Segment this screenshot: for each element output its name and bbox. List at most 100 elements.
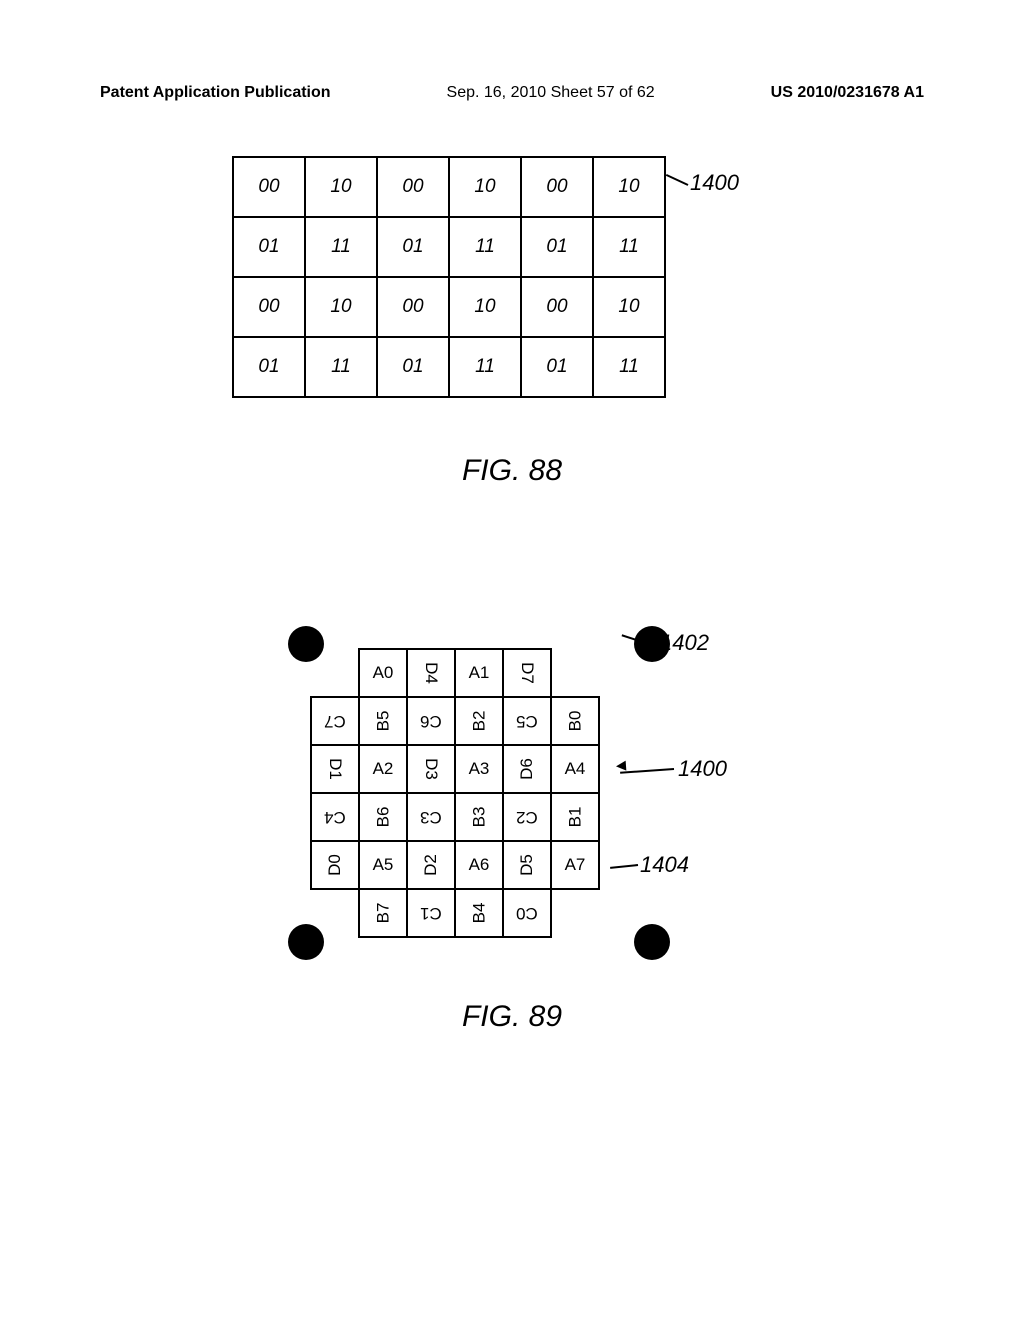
cell: C5 [503, 697, 551, 745]
cell: 01 [377, 217, 449, 277]
corner-dot-icon [634, 924, 670, 960]
cell: B3 [455, 793, 503, 841]
cell-label: B2 [469, 711, 489, 732]
table-row: D1 A2 D3 A3 D6 A4 [311, 745, 599, 793]
cell [551, 889, 599, 937]
cell: 01 [233, 337, 305, 397]
cell: C4 [311, 793, 359, 841]
cell: C7 [311, 697, 359, 745]
cell: 11 [449, 217, 521, 277]
cell: A3 [455, 745, 503, 793]
cell-label: D4 [421, 662, 441, 684]
cell-label: A6 [469, 855, 490, 874]
cell-label: D0 [325, 854, 345, 876]
cell: B5 [359, 697, 407, 745]
cell: C3 [407, 793, 455, 841]
cell: 00 [377, 277, 449, 337]
fig89-caption: FIG. 89 [0, 1000, 1024, 1034]
cell-label: C3 [420, 807, 442, 827]
figure-89: A0 D4 A1 D7 C7 B5 C6 B2 C5 B0 D1 A2 D3 A3 D6 A4 C4 B6 C3 B3… [310, 648, 600, 938]
cell: 00 [233, 277, 305, 337]
cell-label: C7 [324, 711, 346, 731]
fig88-grid: 00 10 00 10 00 10 01 11 01 11 01 11 00 1… [232, 156, 666, 398]
table-row: A0 D4 A1 D7 [311, 649, 599, 697]
cell-label: A3 [469, 759, 490, 778]
cell: A2 [359, 745, 407, 793]
table-row: C4B6C3B3C2B1 [311, 793, 599, 841]
cell-label: B6 [373, 807, 393, 828]
cell: 11 [305, 337, 377, 397]
table-row: 00 10 00 10 00 10 [233, 157, 665, 217]
cell: 10 [449, 157, 521, 217]
ref-1404-label: 1404 [640, 852, 689, 878]
cell: 00 [233, 157, 305, 217]
cell-label: D2 [421, 854, 441, 876]
cell-label: D7 [517, 662, 537, 684]
cell-label: D1 [325, 758, 345, 780]
cell: B0 [551, 697, 599, 745]
cell: C6 [407, 697, 455, 745]
cell: 01 [377, 337, 449, 397]
cell-label: C2 [516, 807, 538, 827]
cell: 10 [593, 157, 665, 217]
cell-label: B5 [373, 711, 393, 732]
cell-label: D5 [517, 854, 537, 876]
cell-label: A2 [373, 759, 394, 778]
cell-label: C5 [516, 711, 538, 731]
cell-label: A1 [469, 663, 490, 682]
cell-label: B3 [469, 807, 489, 828]
cell-label: A0 [373, 663, 394, 682]
cell: 00 [377, 157, 449, 217]
table-row: 01 11 01 11 01 11 [233, 337, 665, 397]
cell-label: C4 [324, 807, 346, 827]
header-right: US 2010/0231678 A1 [771, 84, 924, 102]
cell-label: B7 [373, 903, 393, 924]
cell: 11 [305, 217, 377, 277]
cell: 00 [521, 277, 593, 337]
cell-label: A4 [565, 759, 586, 778]
header-center: Sep. 16, 2010 Sheet 57 of 62 [447, 84, 655, 102]
cell: 01 [521, 337, 593, 397]
cell-label: B4 [469, 903, 489, 924]
cell: A1 [455, 649, 503, 697]
cell: A6 [455, 841, 503, 889]
table-row: D0 A5 D2 A6 D5 A7 [311, 841, 599, 889]
page-header: Patent Application Publication Sep. 16, … [0, 84, 1024, 102]
cell-label: A5 [373, 855, 394, 874]
cell: B4 [455, 889, 503, 937]
cell: 11 [449, 337, 521, 397]
arrowhead-icon [616, 761, 627, 772]
cell-label: C1 [420, 903, 442, 923]
cell: D2 [407, 841, 455, 889]
cell: D1 [311, 745, 359, 793]
cell: 10 [305, 277, 377, 337]
ref-1400-fig89: 1400 [678, 756, 727, 782]
cell: C1 [407, 889, 455, 937]
cell: 01 [233, 217, 305, 277]
cell: 10 [305, 157, 377, 217]
cell: 11 [593, 217, 665, 277]
cell [551, 649, 599, 697]
cell: 10 [593, 277, 665, 337]
cell-label: C6 [420, 711, 442, 731]
cell-label: D3 [421, 758, 441, 780]
cell-label: A7 [565, 855, 586, 874]
cell: D0 [311, 841, 359, 889]
cell: B2 [455, 697, 503, 745]
ref-1402-label: 1402 [660, 630, 709, 656]
header-left: Patent Application Publication [100, 84, 331, 102]
cell: 11 [593, 337, 665, 397]
cell: D3 [407, 745, 455, 793]
ref-1400-fig88: 1400 [690, 170, 739, 196]
cell: A5 [359, 841, 407, 889]
cell: 01 [521, 217, 593, 277]
cell-label: B0 [565, 711, 585, 732]
cell-label: C0 [516, 903, 538, 923]
cell: D4 [407, 649, 455, 697]
cell: C2 [503, 793, 551, 841]
cell: 00 [521, 157, 593, 217]
cell: B6 [359, 793, 407, 841]
cell: B7 [359, 889, 407, 937]
cell-label: D6 [517, 758, 537, 780]
fig89-grid: A0 D4 A1 D7 C7 B5 C6 B2 C5 B0 D1 A2 D3 A3 D6 A4 C4 B6 C3 B3… [310, 648, 600, 938]
